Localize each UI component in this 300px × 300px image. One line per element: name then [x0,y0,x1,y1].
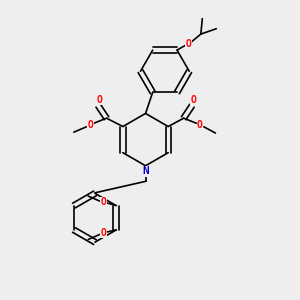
Text: O: O [101,197,106,207]
Text: N: N [142,166,149,176]
Text: O: O [87,120,93,130]
Text: O: O [185,39,191,49]
Text: O: O [97,95,103,105]
Text: O: O [190,95,196,105]
Text: O: O [197,120,203,130]
Text: O: O [101,228,106,238]
